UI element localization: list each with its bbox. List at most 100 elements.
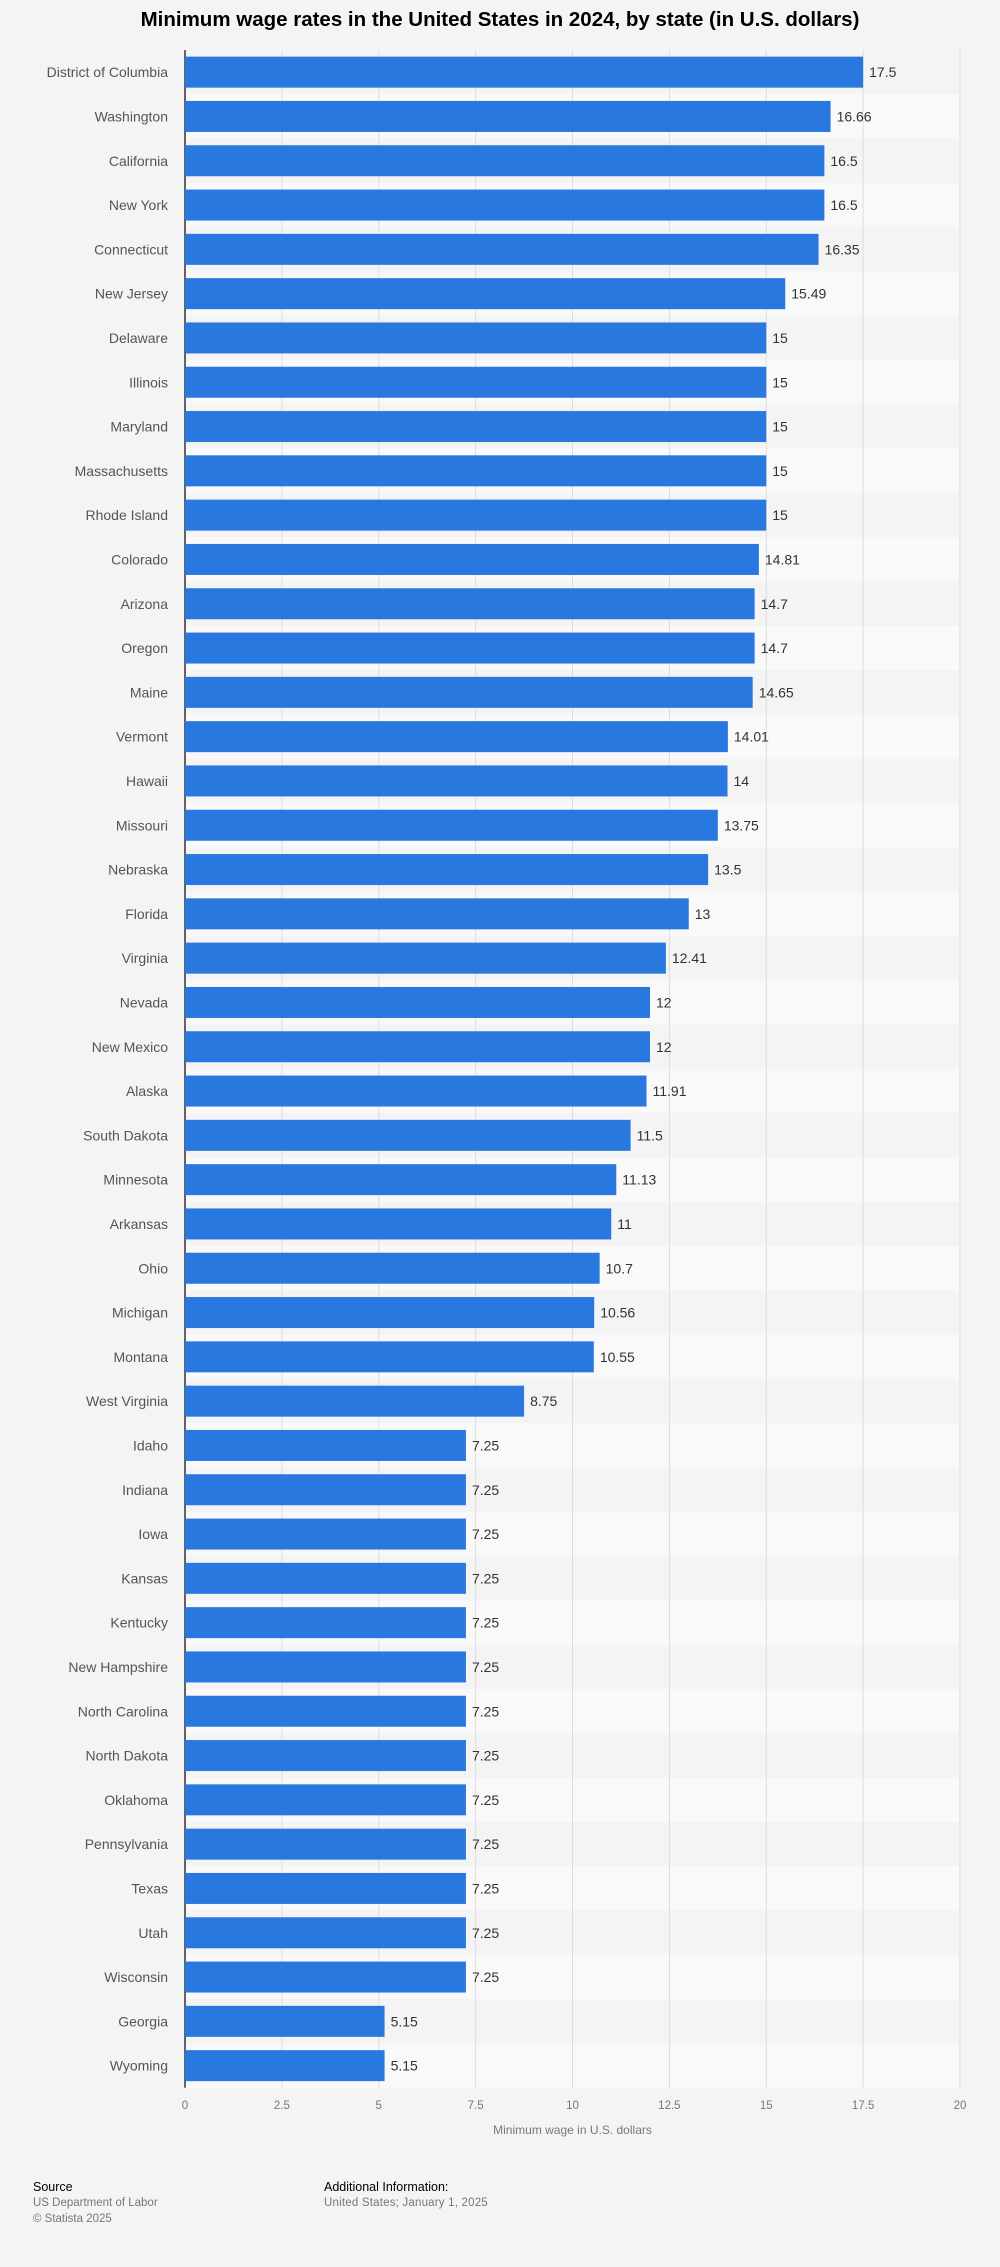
- bar[interactable]: [185, 1784, 466, 1816]
- category-label: District of Columbia: [47, 64, 169, 80]
- source-copyright[interactable]: © Statista 2025: [33, 2213, 112, 2225]
- x-tick-label: 20: [954, 2100, 967, 2112]
- bar[interactable]: [185, 499, 767, 531]
- bar[interactable]: [185, 721, 728, 753]
- bar[interactable]: [185, 1208, 612, 1240]
- category-label: Kentucky: [110, 1615, 168, 1631]
- x-tick-label: 17.5: [852, 2100, 874, 2112]
- bar[interactable]: [185, 1119, 631, 1151]
- bar[interactable]: [185, 543, 759, 575]
- data-label: 16.35: [825, 241, 860, 257]
- bar[interactable]: [185, 1474, 466, 1506]
- bar[interactable]: [185, 1961, 466, 1993]
- bar[interactable]: [185, 1695, 466, 1727]
- data-label: 7.25: [472, 1570, 499, 1586]
- data-label: 14.7: [761, 640, 788, 656]
- category-label: Connecticut: [94, 241, 168, 257]
- data-label: 15: [772, 374, 788, 390]
- bar[interactable]: [185, 233, 819, 265]
- bar[interactable]: [185, 1562, 466, 1594]
- bar[interactable]: [185, 1341, 594, 1373]
- bar[interactable]: [185, 1031, 650, 1063]
- category-label: Missouri: [116, 817, 168, 833]
- bar[interactable]: [185, 145, 825, 177]
- data-label: 15: [772, 463, 788, 479]
- data-label: 11.5: [637, 1127, 663, 1143]
- bar[interactable]: [185, 1651, 466, 1683]
- data-label: 7.25: [472, 1703, 499, 1719]
- data-label: 12.41: [672, 950, 707, 966]
- category-label: Idaho: [133, 1437, 168, 1453]
- bar[interactable]: [185, 898, 689, 930]
- bar[interactable]: [185, 56, 864, 88]
- footer-source: Source US Department of Labor © Statista…: [33, 2180, 158, 2227]
- category-label: Alaska: [126, 1083, 168, 1099]
- category-label: Michigan: [112, 1305, 168, 1321]
- bar[interactable]: [185, 942, 666, 974]
- chart-title: Minimum wage rates in the United States …: [140, 8, 860, 31]
- bar[interactable]: [185, 1429, 466, 1461]
- category-label: West Virginia: [86, 1393, 168, 1409]
- bar[interactable]: [185, 1385, 525, 1417]
- category-label: New Hampshire: [68, 1659, 168, 1675]
- data-label: 11.13: [622, 1172, 656, 1188]
- bar[interactable]: [185, 1164, 617, 1196]
- data-label: 14.65: [759, 684, 794, 700]
- bar[interactable]: [185, 1872, 466, 1904]
- bar[interactable]: [185, 854, 709, 886]
- data-label: 10.7: [606, 1260, 633, 1276]
- bar[interactable]: [185, 1740, 466, 1772]
- bar[interactable]: [185, 2005, 385, 2037]
- bar[interactable]: [185, 632, 755, 664]
- data-label: 7.25: [472, 1482, 499, 1498]
- data-label: 12: [656, 1039, 672, 1055]
- x-tick-label: 12.5: [658, 2100, 680, 2112]
- x-tick-label: 7.5: [468, 2100, 484, 2112]
- x-tick-label: 0: [182, 2100, 188, 2112]
- bar[interactable]: [185, 1607, 466, 1639]
- bar[interactable]: [185, 411, 767, 443]
- data-label: 17.5: [869, 64, 896, 80]
- data-label: 7.25: [472, 1659, 499, 1675]
- category-label: North Carolina: [78, 1703, 168, 1719]
- bar[interactable]: [185, 189, 825, 221]
- bar[interactable]: [185, 1518, 466, 1550]
- data-label: 16.5: [830, 197, 857, 213]
- footer-additional-info: Additional Information: United States; J…: [324, 2180, 488, 2211]
- bar[interactable]: [185, 100, 831, 132]
- bar[interactable]: [185, 1828, 466, 1860]
- bar[interactable]: [185, 809, 718, 841]
- bar[interactable]: [185, 765, 728, 797]
- bar[interactable]: [185, 2050, 385, 2082]
- bar[interactable]: [185, 366, 767, 398]
- data-label: 10.56: [600, 1305, 635, 1321]
- category-label: Indiana: [122, 1482, 168, 1498]
- bar[interactable]: [185, 1252, 600, 1284]
- data-label: 11.91: [653, 1083, 687, 1099]
- bar[interactable]: [185, 1297, 595, 1329]
- bar[interactable]: [185, 278, 786, 310]
- category-label: Maryland: [110, 419, 168, 435]
- category-label: Minnesota: [103, 1172, 168, 1188]
- bar[interactable]: [185, 1917, 466, 1949]
- data-label: 7.25: [472, 1748, 499, 1764]
- bar[interactable]: [185, 986, 650, 1018]
- bar[interactable]: [185, 676, 753, 708]
- bar[interactable]: [185, 322, 767, 354]
- category-label: Montana: [114, 1349, 169, 1365]
- category-label: Washington: [95, 108, 168, 124]
- data-label: 5.15: [391, 2058, 418, 2074]
- source-publisher[interactable]: US Department of Labor: [33, 2197, 158, 2209]
- data-label: 7.25: [472, 1526, 499, 1542]
- bar[interactable]: [185, 588, 755, 620]
- category-label: Colorado: [111, 551, 168, 567]
- data-label: 7.25: [472, 1437, 499, 1453]
- category-label: Texas: [131, 1880, 168, 1896]
- data-label: 13: [695, 906, 711, 922]
- data-label: 7.25: [472, 1836, 499, 1852]
- bar[interactable]: [185, 1075, 647, 1107]
- data-label: 14.81: [765, 551, 800, 567]
- category-label: Virginia: [122, 950, 169, 966]
- bar[interactable]: [185, 455, 767, 487]
- data-label: 16.5: [830, 153, 857, 169]
